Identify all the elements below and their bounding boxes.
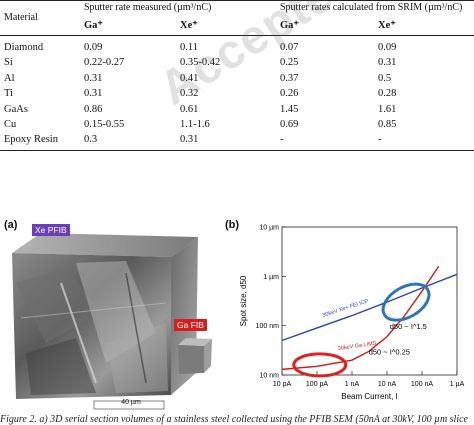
- table-cell-m-ga: 0.09: [84, 42, 103, 53]
- y-axis-label: Spot size, d50: [239, 275, 248, 326]
- spot-size-chart: 10 pA 100 pA 1 nA 10 nA 100 nA 1 µA 10 nm 100 n…: [239, 225, 465, 402]
- xe-pfib-tag: Xe PFIB: [32, 224, 70, 236]
- table-cell-m-ga: 0.86: [84, 103, 103, 115]
- header-srim: Sputter rates calculated from SRIM (µm³/…: [280, 2, 463, 13]
- header-measured: Sputter rate measured (µm³/nC): [84, 2, 212, 13]
- table-cell-m-ga: 0.15-0.55: [84, 119, 125, 130]
- annotation-low-ratio: d50 ~ I^0.25: [369, 348, 410, 357]
- x-tick-label: 10 pA: [273, 381, 292, 388]
- table-cell-s-ga: 0.07: [280, 42, 299, 53]
- table-cell-m-xe: 0.61: [180, 103, 199, 115]
- subheader-measured-ga: Ga⁺: [84, 20, 103, 31]
- series-label-ga: 30keV Ga LIMS: [338, 341, 378, 352]
- x-axis-label: Beam Current, I: [341, 392, 397, 401]
- panel-a-label: (a): [4, 219, 18, 231]
- table-cell-s-xe: 0.28: [378, 88, 397, 100]
- table-cell-s-ga: 0.69: [280, 119, 299, 130]
- table-header-rule: [0, 35, 474, 36]
- subheader-srim-xe: Xe⁺: [378, 20, 396, 31]
- panel-a-image: [12, 233, 212, 410]
- x-tick-label: 1 µA: [450, 381, 465, 388]
- annotation-ga-ratio: d50 ~ I^1.5: [390, 322, 427, 331]
- y-tick-label: 10 nm: [260, 373, 280, 380]
- small-cube-top: [178, 338, 212, 346]
- series-line-ga: [281, 265, 440, 371]
- small-cube-front: [178, 345, 204, 374]
- scale-bar-label: 40 µm: [121, 399, 141, 406]
- highlight-ellipse-blue: [381, 282, 431, 322]
- table-row-material: Si: [4, 57, 13, 69]
- subheader-measured-xe: Xe⁺: [180, 20, 198, 31]
- x-tick-label: 100 pA: [306, 381, 329, 388]
- table-row-material: Diamond: [4, 42, 44, 53]
- x-tick-label: 1 nA: [345, 381, 360, 388]
- table-top-rule: [0, 0, 474, 1]
- table-cell-s-xe: -: [378, 134, 382, 146]
- y-tick-label: 1 µm: [263, 274, 279, 281]
- table-cell-m-ga: 0.31: [84, 88, 103, 100]
- highlight-ellipse-red: [292, 352, 348, 378]
- sputter-rate-table: Material Sputter rate measured (µm³/nC) …: [0, 0, 474, 158]
- table-cell-s-xe: 0.5: [378, 72, 392, 84]
- table-row-material: GaAs: [4, 103, 28, 115]
- table-cell-m-ga: 0.31: [84, 72, 103, 84]
- table-cell-s-ga: -: [280, 134, 284, 146]
- table-cell-s-ga: 0.26: [280, 88, 299, 100]
- figure-2: (a) Xe PFIB: [0, 215, 474, 425]
- table-cell-m-ga: 0.3: [84, 134, 98, 146]
- table-cell-s-xe: 0.85: [378, 119, 397, 130]
- y-tick-label: 10 µm: [259, 225, 279, 232]
- header-material: Material: [4, 12, 38, 23]
- table-cell-m-xe: 1.1-1.6: [180, 119, 210, 130]
- y-tick-label: 100 nm: [256, 323, 280, 330]
- cube-top-face: [12, 233, 198, 257]
- table-cell-m-xe: 0.35-0.42: [180, 57, 221, 69]
- table-row-material: Epoxy Resin: [4, 134, 58, 146]
- table-cell-s-xe: 0.31: [378, 57, 397, 69]
- table-cell-m-xe: 0.11: [180, 42, 198, 53]
- scale-bar: [93, 400, 165, 410]
- small-cube-side: [204, 339, 212, 373]
- x-tick-label: 10 nA: [378, 381, 397, 388]
- table-row-material: Cu: [4, 119, 17, 130]
- panel-b-label: (b): [225, 219, 240, 231]
- x-tick-label: 100 nA: [411, 381, 434, 388]
- ga-fib-tag: Ga FIB: [174, 319, 207, 331]
- table-cell-s-ga: 0.25: [280, 57, 299, 69]
- table-cell-s-xe: 0.09: [378, 42, 397, 53]
- table-cell-m-xe: 0.41: [180, 72, 199, 84]
- table-cell-s-ga: 1.45: [280, 103, 299, 115]
- table-cell-m-xe: 0.31: [180, 134, 199, 146]
- table-cell-m-ga: 0.22-0.27: [84, 57, 125, 69]
- table-cell-s-xe: 1.61: [378, 103, 397, 115]
- table-bottom-rule: [0, 150, 474, 151]
- figure-caption: Figure 2. a) 3D serial section volumes o…: [0, 414, 468, 425]
- table-cell-s-ga: 0.37: [280, 72, 299, 84]
- subheader-srim-ga: Ga⁺: [280, 20, 299, 31]
- series-line-xe: [281, 273, 458, 342]
- table-row-material: Al: [4, 72, 15, 84]
- table-cell-m-xe: 0.32: [180, 88, 199, 100]
- table-row-material: Ti: [4, 88, 13, 100]
